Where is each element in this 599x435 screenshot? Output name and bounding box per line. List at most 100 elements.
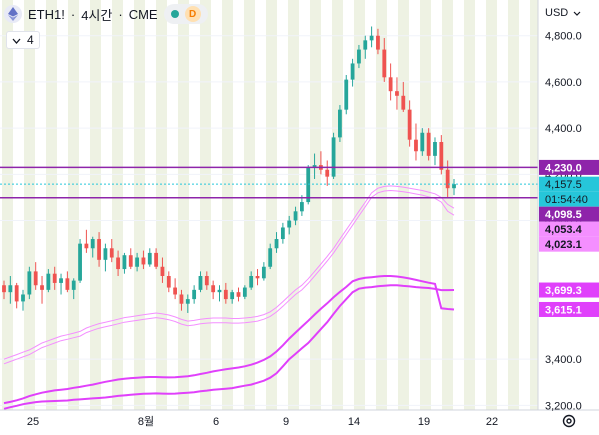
candle — [242, 285, 247, 300]
moving-average-lines — [3, 185, 455, 410]
indicator-toggle[interactable]: 4 — [6, 31, 40, 49]
candle — [109, 239, 114, 263]
price-label: 4,230.0 — [539, 159, 599, 175]
candle — [103, 243, 108, 272]
candle — [236, 287, 241, 302]
candle-body — [325, 169, 330, 177]
candle-body — [299, 202, 304, 212]
currency-label: USD — [545, 7, 569, 19]
candle-body — [166, 276, 171, 288]
candle — [78, 239, 82, 283]
session-band — [134, 0, 145, 410]
price-label-bg — [539, 159, 599, 175]
candle — [33, 262, 38, 290]
gear-icon[interactable] — [560, 412, 578, 430]
session-band — [442, 0, 453, 410]
candle-body — [179, 294, 184, 304]
candle-body — [122, 255, 127, 270]
horizontal-price-lines — [0, 166, 538, 199]
status-pill[interactable]: D — [163, 4, 208, 24]
candle-body — [173, 287, 178, 295]
session-bands — [2, 0, 541, 410]
price-label-bg — [539, 282, 599, 298]
x-tick-label: 8월 — [138, 415, 154, 428]
candle-body — [401, 95, 406, 110]
chevron-down-icon — [12, 33, 21, 47]
session-band — [288, 0, 299, 410]
symbol-name[interactable]: ETH1! — [28, 6, 65, 22]
price-label-text: 4,053.4 — [545, 224, 583, 236]
price-label-text: 4,230.0 — [545, 162, 582, 174]
candle — [249, 271, 254, 290]
candle — [230, 289, 235, 304]
candle-body — [261, 266, 266, 279]
candle — [287, 215, 292, 235]
candle-body — [147, 252, 152, 265]
currency-selector[interactable]: USD — [545, 7, 581, 19]
candle-body — [116, 257, 120, 270]
candle-body — [439, 142, 444, 170]
session-band — [310, 0, 321, 410]
candle-body — [331, 137, 336, 177]
candle — [395, 77, 399, 110]
candle-body — [97, 239, 101, 260]
candle-body — [338, 109, 342, 138]
candle — [27, 266, 32, 300]
candle-body — [21, 294, 25, 302]
price-label-text: 4,098.5 — [545, 209, 582, 221]
candle-body — [242, 287, 247, 297]
session-band — [46, 0, 57, 410]
candle — [255, 269, 260, 286]
candle — [160, 257, 165, 283]
x-tick-label: 6 — [213, 416, 219, 428]
candle-body — [71, 280, 76, 290]
candle-body — [426, 132, 431, 156]
candle — [198, 271, 203, 293]
ma-line-4 — [3, 189, 455, 365]
candle-body — [388, 77, 393, 92]
interval-label[interactable]: 4시간 — [81, 7, 113, 23]
ethereum-logo-icon — [4, 5, 22, 23]
candle-body — [198, 276, 203, 290]
candle — [331, 132, 336, 179]
price-label-text: 3,615.1 — [545, 304, 582, 316]
candle-body — [376, 35, 380, 50]
session-band — [178, 0, 189, 410]
candle-body — [128, 255, 133, 267]
candle — [299, 195, 304, 216]
candle — [8, 276, 13, 304]
candle — [71, 278, 76, 300]
ma-line-2 — [3, 275, 455, 405]
candle-body — [414, 139, 418, 152]
separator: · — [118, 6, 123, 22]
candle-body — [363, 40, 368, 50]
session-band — [332, 0, 343, 410]
candle-body — [312, 165, 317, 168]
candle-body — [141, 257, 146, 265]
candle-body — [160, 266, 165, 276]
candle — [90, 236, 95, 258]
candle — [59, 273, 63, 295]
price-label-bg — [539, 191, 599, 207]
candle — [414, 123, 418, 161]
candle — [166, 271, 171, 293]
session-band — [222, 0, 233, 410]
candle-body — [8, 285, 13, 293]
session-band — [530, 0, 541, 410]
candle — [420, 128, 425, 156]
session-band — [68, 0, 79, 410]
session-band — [420, 0, 431, 410]
candle — [433, 137, 437, 166]
candle-body — [369, 35, 374, 41]
candle-body — [135, 257, 139, 267]
price-label-bg — [539, 206, 599, 222]
candle — [261, 262, 266, 281]
separator: · — [70, 6, 76, 22]
candle — [401, 81, 406, 112]
session-band — [354, 0, 365, 410]
candle — [179, 289, 184, 311]
price-label-text: 4,023.1 — [545, 239, 582, 251]
price-labels: 4,230.0 4,157.5 01:54:40 4,098.5 4,053.4 4,02… — [539, 159, 599, 317]
y-tick-label: 3,200.0 — [545, 400, 582, 412]
